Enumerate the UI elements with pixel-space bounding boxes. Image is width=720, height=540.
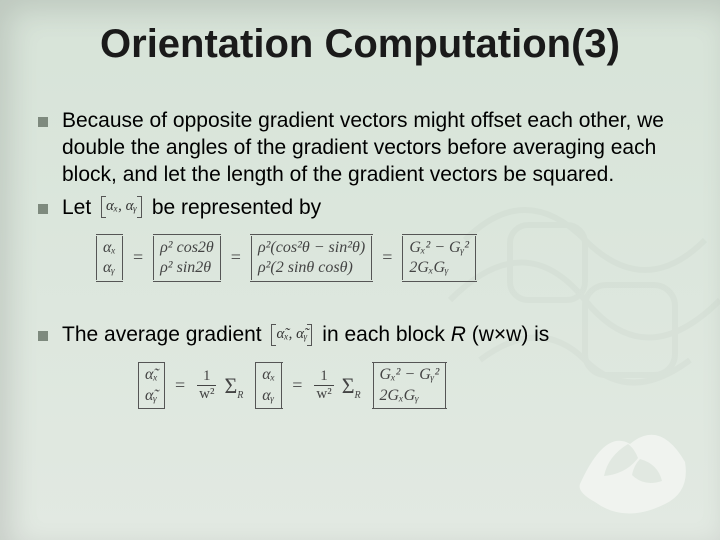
eq2-frac1: 1 w² [197, 368, 216, 403]
bullet-2-post: be represented by [152, 196, 321, 219]
bullet-3-wxw: (w×w) is [466, 323, 549, 346]
bullet-2: Let αₓ, αᵧ be represented by [38, 195, 672, 222]
sum-icon: ΣR [224, 373, 237, 399]
bullet-2-text: Let αₓ, αᵧ be represented by [62, 195, 672, 222]
bullet-3-pre: The average gradient [62, 323, 267, 346]
eq1-lhs: αₓ αᵧ [96, 236, 123, 281]
bullet-marker-icon [38, 204, 48, 214]
equation-2: α̃ₓ α̃ᵧ = 1 w² ΣR αₓ αᵧ = [138, 363, 672, 408]
sum-icon: ΣR [342, 373, 355, 399]
eq2-mid: αₓ αᵧ [255, 363, 282, 408]
alpha-xy-inline: αₓ, αᵧ [101, 198, 142, 216]
bullet-marker-icon [38, 117, 48, 127]
equals-sign: = [378, 247, 396, 268]
bullet-3-text: The average gradient α̃ₓ, α̃ᵧ in each bl… [62, 322, 672, 349]
equals-sign: = [171, 375, 189, 396]
eq2-frac2: 1 w² [314, 368, 333, 403]
equation-1: αₓ αᵧ = ρ² cos2θ ρ² sin2θ = ρ²(cos²θ − s… [96, 236, 672, 281]
corner-logo [570, 424, 690, 514]
equals-sign: = [227, 247, 245, 268]
alpha-tilde-inline: α̃ₓ, α̃ᵧ [271, 326, 312, 344]
spacer [38, 294, 672, 322]
bullet-3-R: R [451, 323, 466, 346]
bullet-3-mid: in each block [322, 323, 450, 346]
equals-sign: = [129, 247, 147, 268]
bullet-marker-icon [38, 331, 48, 341]
bullet-1: Because of opposite gradient vectors mig… [38, 108, 672, 189]
bullet-3: The average gradient α̃ₓ, α̃ᵧ in each bl… [38, 322, 672, 349]
slide-root: Orientation Computation(3) Because of op… [0, 0, 720, 540]
slide-content: Because of opposite gradient vectors mig… [38, 108, 672, 422]
eq1-step3: Gₓ² − Gᵧ² 2GₓGᵧ [402, 236, 476, 281]
eq1-step1: ρ² cos2θ ρ² sin2θ [153, 236, 221, 281]
equals-sign: = [288, 375, 306, 396]
bullet-1-text: Because of opposite gradient vectors mig… [62, 108, 672, 189]
slide-title: Orientation Computation(3) [0, 22, 720, 67]
eq1-step2: ρ²(cos²θ − sin²θ) ρ²(2 sinθ cosθ) [251, 236, 372, 281]
bullet-2-pre: Let [62, 196, 97, 219]
eq2-lhs: α̃ₓ α̃ᵧ [138, 363, 165, 408]
eq2-rhs: Gₓ² − Gᵧ² 2GₓGᵧ [373, 363, 447, 408]
